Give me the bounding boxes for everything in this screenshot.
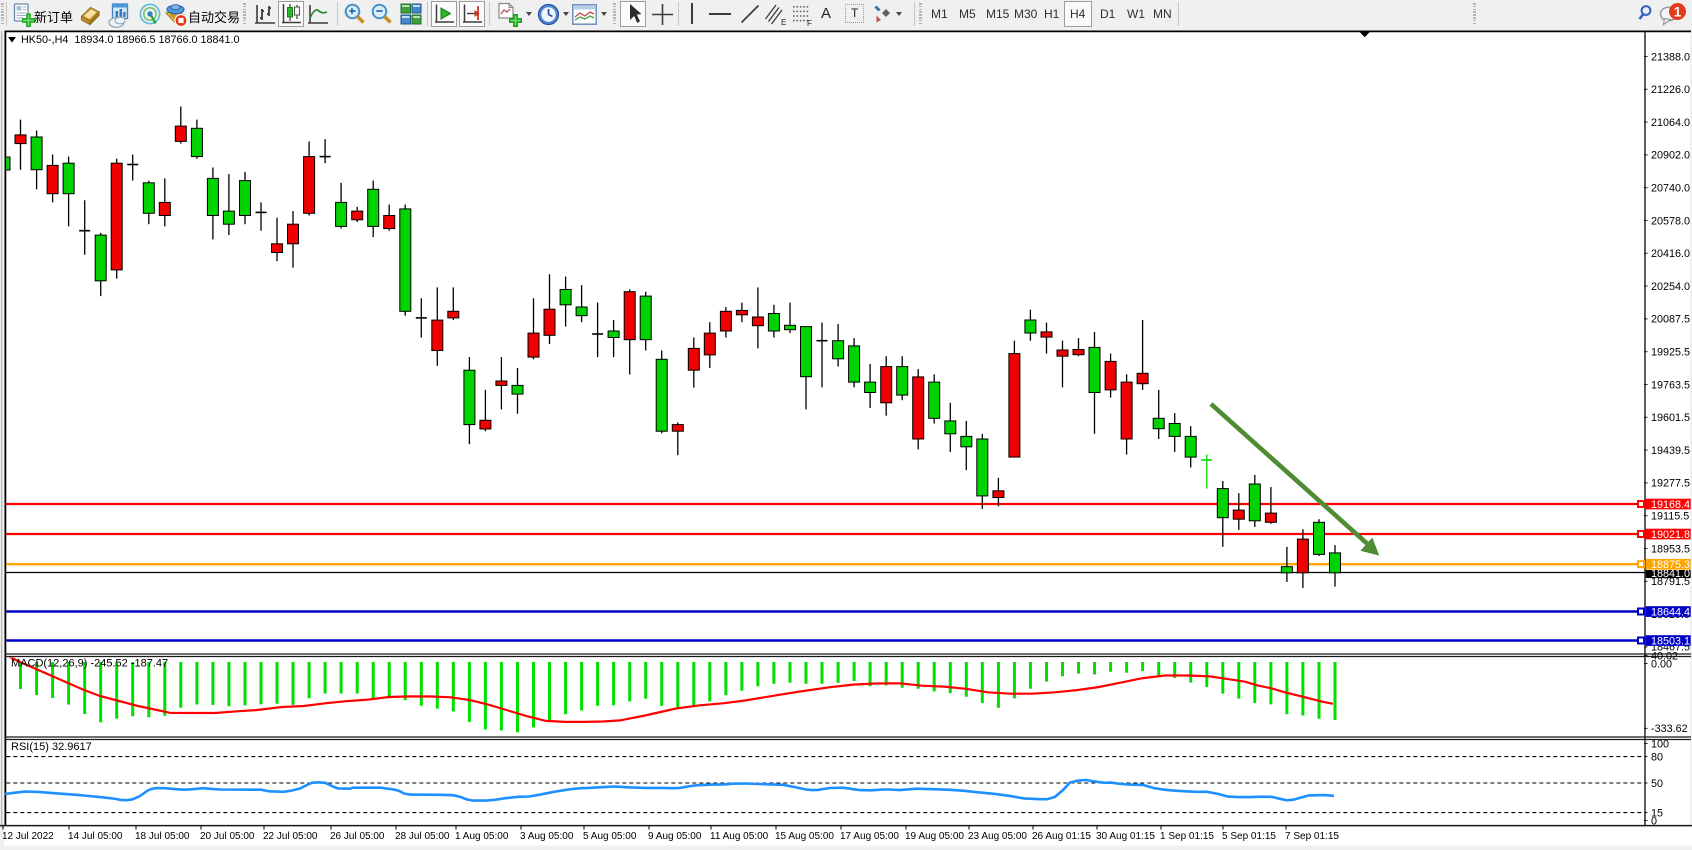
svg-text:21388.0: 21388.0 [1651,51,1690,63]
svg-text:20902.0: 20902.0 [1651,150,1690,162]
svg-text:18 Jul 05:00: 18 Jul 05:00 [135,831,190,842]
svg-text:22 Jul 05:00: 22 Jul 05:00 [263,831,318,842]
svg-text:1 Aug 05:00: 1 Aug 05:00 [455,831,509,842]
svg-text:12 Jul 2022: 12 Jul 2022 [2,831,54,842]
svg-text:18875.3: 18875.3 [1651,559,1690,571]
svg-text:26 Jul 05:00: 26 Jul 05:00 [330,831,385,842]
svg-text:19925.5: 19925.5 [1651,347,1690,359]
svg-text:7 Sep 01:15: 7 Sep 01:15 [1285,831,1339,842]
svg-text:19601.5: 19601.5 [1651,412,1690,424]
svg-text:21064.0: 21064.0 [1651,117,1690,129]
svg-text:-333.62: -333.62 [1651,723,1688,735]
svg-text:19763.5: 19763.5 [1651,379,1690,391]
svg-text:19168.4: 19168.4 [1651,499,1690,511]
svg-text:F: F [807,19,812,27]
svg-text:0: 0 [1651,815,1657,827]
svg-text:17 Aug 05:00: 17 Aug 05:00 [840,831,899,842]
svg-text:19021.8: 19021.8 [1651,529,1690,541]
svg-text:19277.5: 19277.5 [1651,478,1690,490]
svg-text:26 Aug 01:15: 26 Aug 01:15 [1032,831,1091,842]
svg-text:20578.0: 20578.0 [1651,215,1690,227]
svg-text:15 Aug 05:00: 15 Aug 05:00 [775,831,834,842]
svg-text:9 Aug 05:00: 9 Aug 05:00 [648,831,702,842]
svg-text:1: 1 [1674,4,1682,20]
svg-text:HK50-,H4 18934.0 18966.5 1876: HK50-,H4 18934.0 18966.5 18766.0 18841.0 [21,34,240,46]
svg-text:1 Sep 01:15: 1 Sep 01:15 [1160,831,1214,842]
svg-text:40.02: 40.02 [1651,650,1678,662]
svg-text:18841.0: 18841.0 [1651,568,1690,580]
svg-text:19439.5: 19439.5 [1651,445,1690,457]
svg-text:30 Aug 01:15: 30 Aug 01:15 [1096,831,1155,842]
svg-text:E: E [781,18,786,27]
svg-text:18953.5: 18953.5 [1651,543,1690,555]
svg-text:3 Aug 05:00: 3 Aug 05:00 [520,831,574,842]
svg-text:0.00: 0.00 [1651,658,1672,670]
svg-text:20087.5: 20087.5 [1651,314,1690,326]
svg-text:RSI(15) 32.9617: RSI(15) 32.9617 [11,741,92,753]
svg-text:28 Jul 05:00: 28 Jul 05:00 [395,831,450,842]
svg-text:50: 50 [1651,778,1663,790]
svg-text:21226.0: 21226.0 [1651,84,1690,96]
svg-text:14 Jul 05:00: 14 Jul 05:00 [68,831,123,842]
svg-text:15: 15 [1651,807,1663,819]
svg-text:11 Aug 05:00: 11 Aug 05:00 [710,831,769,842]
svg-text:20 Jul 05:00: 20 Jul 05:00 [200,831,255,842]
svg-text:100: 100 [1651,738,1669,750]
svg-text:MACD(12,26,9) -245.52 -187.47: MACD(12,26,9) -245.52 -187.47 [11,658,168,670]
svg-text:18791.5: 18791.5 [1651,576,1690,588]
svg-text:19115.5: 19115.5 [1651,511,1689,523]
svg-text:19 Aug 05:00: 19 Aug 05:00 [905,831,964,842]
svg-text:18644.4: 18644.4 [1651,606,1690,618]
svg-text:5 Aug 05:00: 5 Aug 05:00 [583,831,637,842]
svg-text:20416.0: 20416.0 [1651,248,1690,260]
svg-text:80: 80 [1651,751,1663,763]
svg-text:23 Aug 05:00: 23 Aug 05:00 [968,831,1027,842]
svg-text:20254.0: 20254.0 [1651,281,1690,293]
svg-text:5 Sep 01:15: 5 Sep 01:15 [1222,831,1276,842]
svg-text:20740.0: 20740.0 [1651,183,1690,195]
svg-text:18503.1: 18503.1 [1651,635,1690,647]
